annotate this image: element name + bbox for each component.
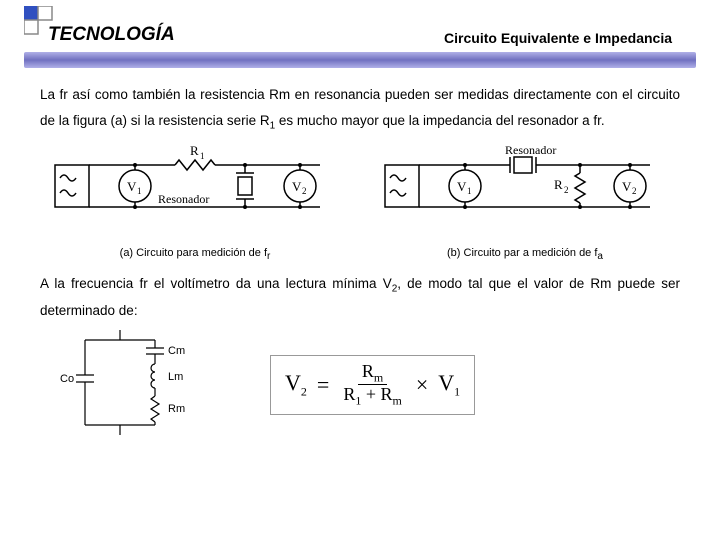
- paragraph-2: A la frecuencia fr el voltímetro da una …: [0, 263, 720, 330]
- svg-text:2: 2: [564, 185, 569, 195]
- formula: V2 = Rm R1 + Rm × V1: [270, 355, 475, 416]
- circuit-b: Resonador V 1 R 2 V 2: [380, 145, 670, 262]
- circuit-a-caption: (a) Circuito para medición de fr: [50, 247, 340, 262]
- f-eq: =: [317, 372, 329, 398]
- svg-text:Co: Co: [60, 373, 74, 385]
- bottom-row: Co Cm Lm Rm V2 = Rm R1 + Rm × V1: [0, 330, 720, 440]
- header-gradient-bar: [24, 52, 696, 68]
- title-right: Circuito Equivalente e Impedancia: [444, 30, 672, 46]
- svg-text:1: 1: [137, 186, 142, 196]
- circuit-a-svg: R 1 V 1 Resonador V 2: [50, 145, 340, 240]
- svg-text:R: R: [190, 145, 199, 158]
- svg-text:1: 1: [200, 151, 205, 161]
- svg-text:Rm: Rm: [168, 403, 185, 415]
- p2-l1a: A la frecuencia fr el voltímetro da una …: [40, 276, 392, 291]
- svg-text:Lm: Lm: [168, 371, 183, 383]
- f-times: ×: [416, 372, 428, 398]
- svg-text:V: V: [127, 179, 137, 194]
- svg-text:V: V: [292, 179, 302, 194]
- svg-text:1: 1: [467, 186, 472, 196]
- circuit-b-svg: Resonador V 1 R 2 V 2: [380, 145, 670, 240]
- p1-line3: mayor que la impedancia del resonador a …: [341, 113, 604, 128]
- paragraph-1: La fr así como también la resistencia Rm…: [0, 68, 720, 141]
- f-lhs: V2: [285, 370, 307, 399]
- svg-text:2: 2: [302, 186, 307, 196]
- circuit-diagrams-row: R 1 V 1 Resonador V 2: [0, 141, 720, 262]
- title-left: TECNOLOGÍA: [48, 24, 175, 46]
- svg-text:Resonador: Resonador: [505, 145, 556, 157]
- circuit-b-caption: (b) Circuito par a medición de fa: [380, 247, 670, 262]
- p2-l1b: , de modo tal que el: [397, 276, 527, 291]
- corner-decoration: [24, 6, 54, 36]
- svg-text:Resonador: Resonador: [158, 192, 209, 206]
- p1-line2b: es mucho: [275, 113, 337, 128]
- f-frac: Rm R1 + Rm: [339, 362, 406, 409]
- svg-text:V: V: [622, 179, 632, 194]
- svg-text:R: R: [554, 177, 563, 192]
- equivalent-circuit-svg: Co Cm Lm Rm: [40, 330, 210, 440]
- slide-header: TECNOLOGÍA Circuito Equivalente e Impeda…: [0, 0, 720, 52]
- f-rhs: V1: [438, 370, 460, 399]
- svg-text:Cm: Cm: [168, 345, 185, 357]
- p1-line1: La fr así como también la resistencia Rm…: [40, 87, 509, 102]
- circuit-a: R 1 V 1 Resonador V 2: [50, 145, 340, 262]
- svg-text:V: V: [457, 179, 467, 194]
- svg-text:2: 2: [632, 186, 637, 196]
